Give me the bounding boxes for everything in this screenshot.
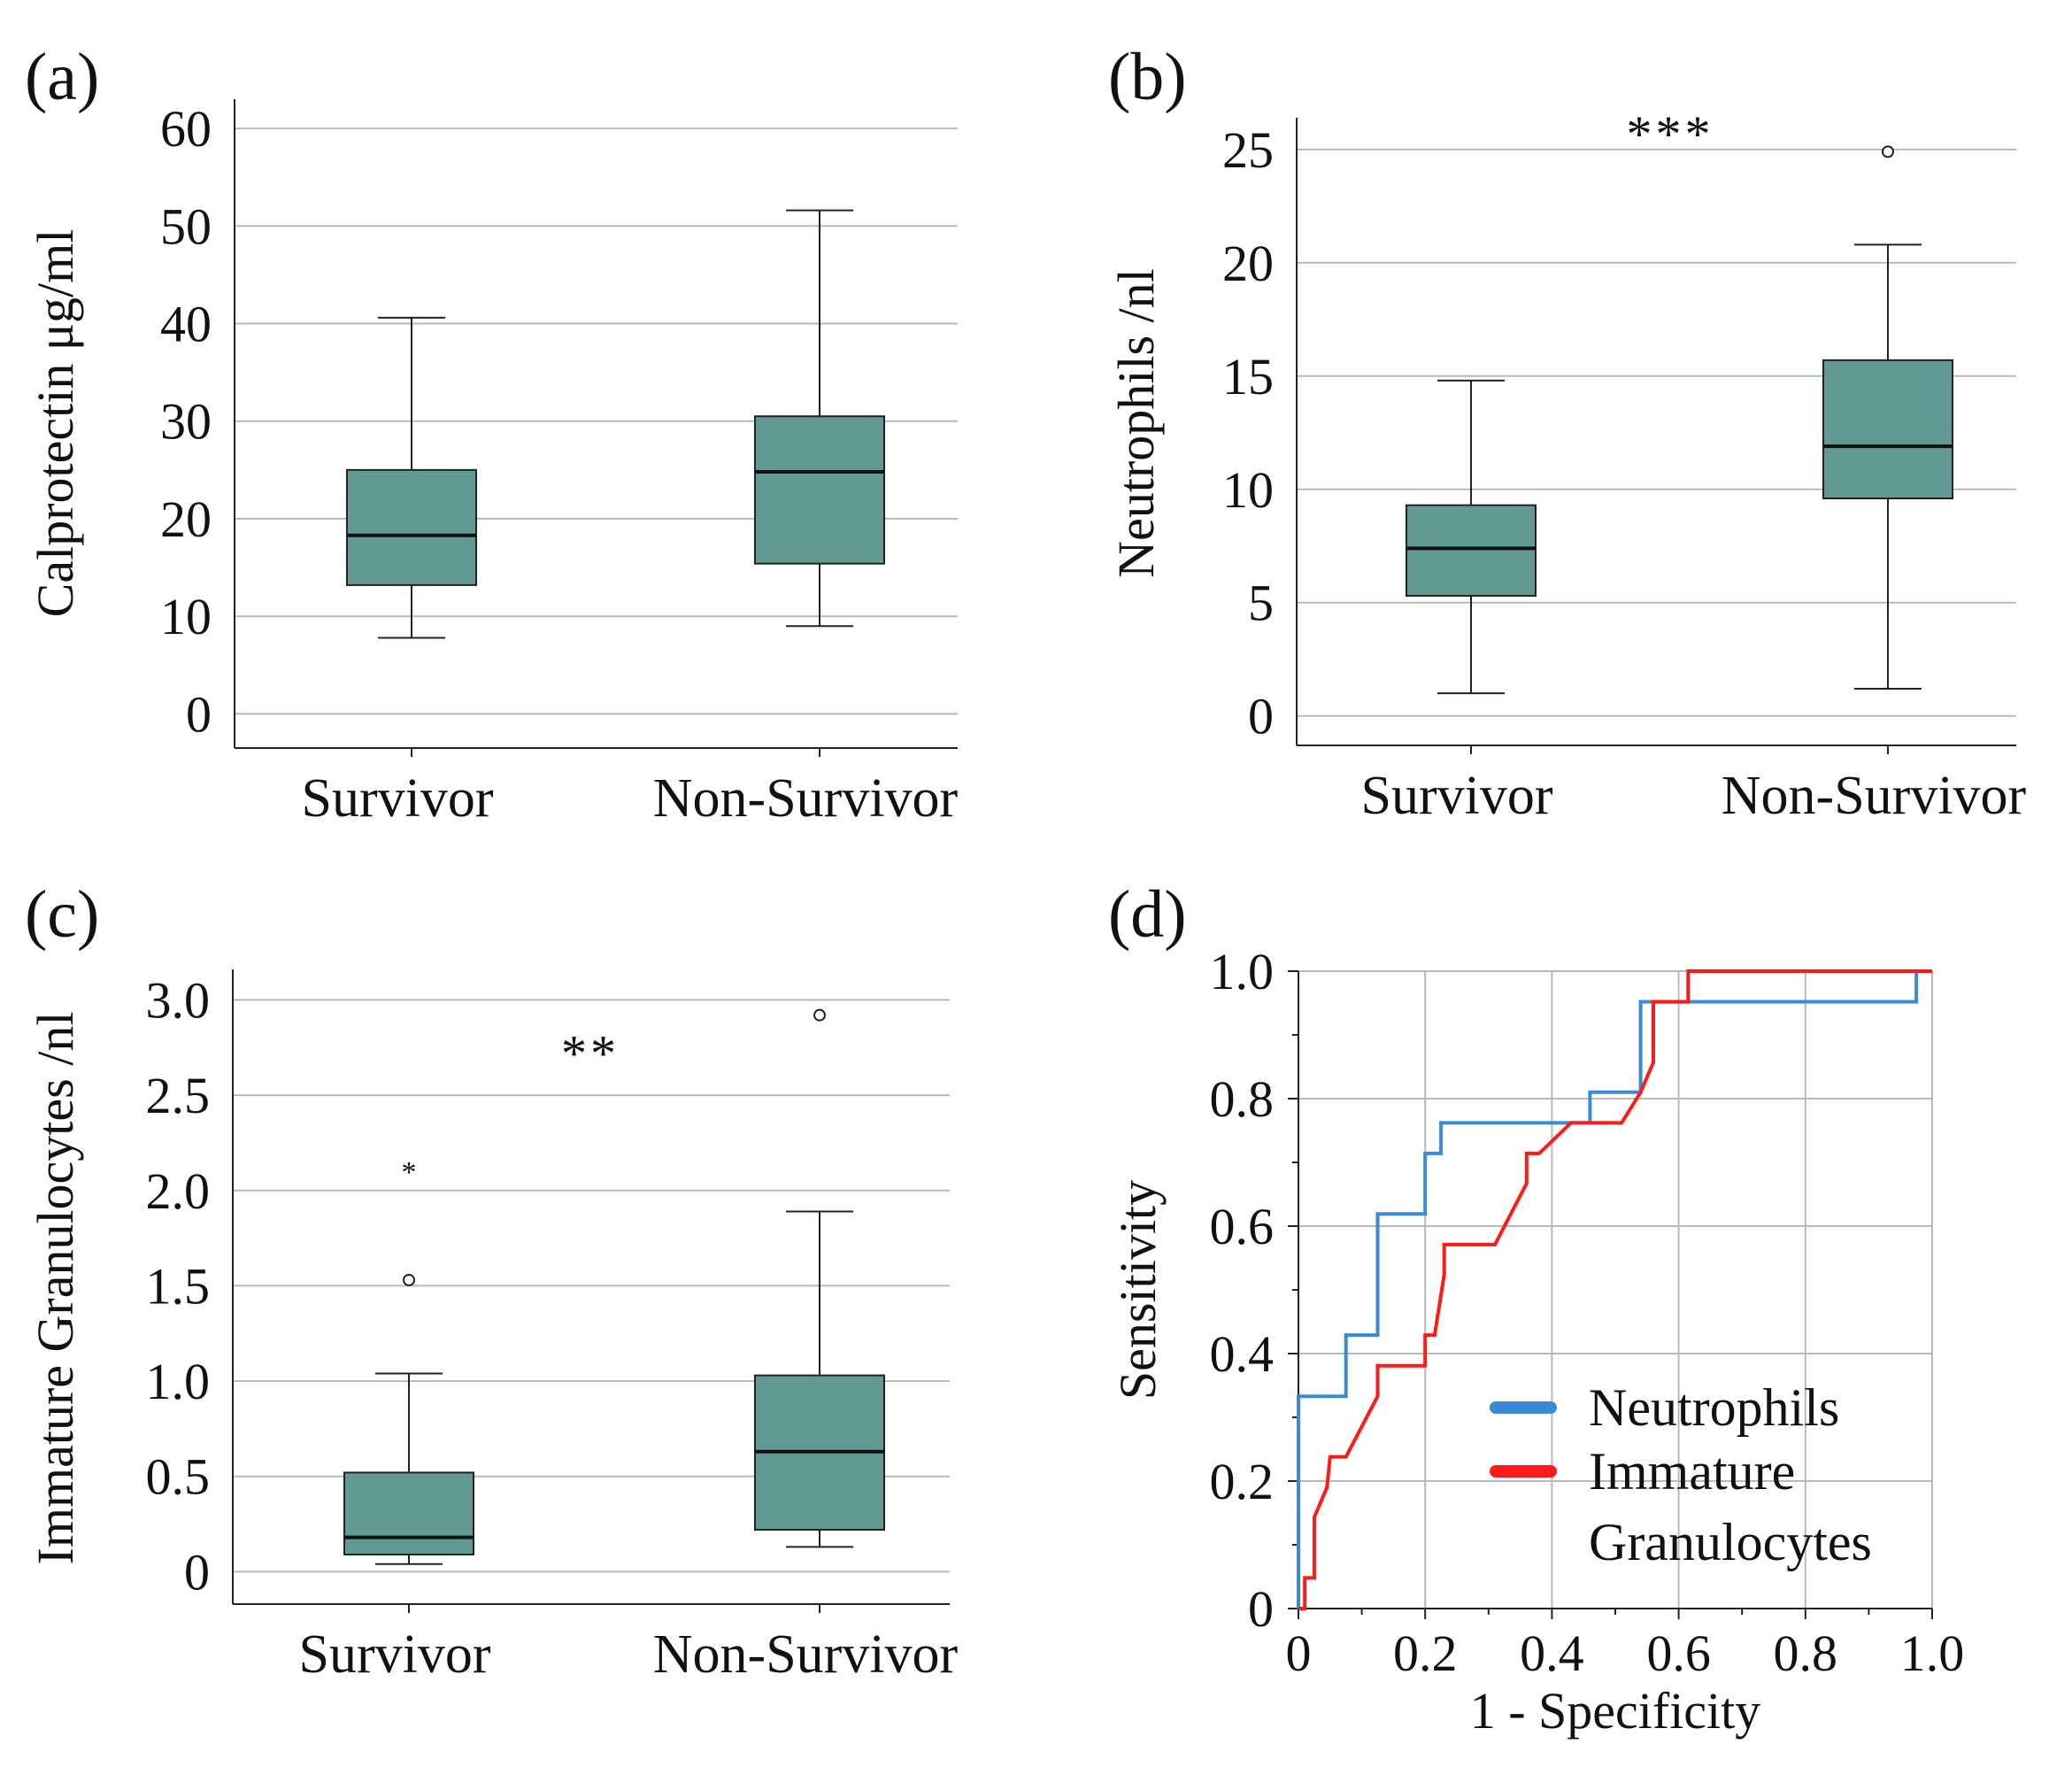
x-tick-label-3: 0.6 <box>1646 1624 1711 1682</box>
y-tick-label-1: 0.2 <box>1210 1453 1275 1510</box>
box-iqr-survivor <box>346 468 477 586</box>
y-tick-label-0: 0 <box>184 1543 210 1601</box>
box-iqr-non-survivor <box>754 415 885 565</box>
y-axis-title: Neutrophils /nl <box>1107 268 1165 578</box>
panel-label: (b) <box>1108 40 1187 114</box>
box-iqr-survivor <box>1406 504 1537 598</box>
outlier-point-non-survivor-0 <box>1882 145 1894 158</box>
y-axis-title: Calprotectin μg/ml <box>27 229 84 618</box>
y-tick-label-4: 0.8 <box>1210 1070 1275 1128</box>
roc-curve-immature-granulocytes <box>1298 969 1932 1610</box>
category-label-1: Non-Survivor <box>1722 766 2027 826</box>
category-label-0: Survivor <box>302 768 494 829</box>
x-tick-label-4: 0.8 <box>1774 1624 1838 1682</box>
y-tick-label-6: 3.0 <box>146 971 211 1029</box>
x-axis-title: 1 - Specificity <box>1470 1682 1761 1740</box>
x-tick-label-0: 0 <box>1286 1624 1312 1682</box>
y-tick-label-1: 0.5 <box>146 1448 211 1506</box>
y-tick-label-1: 5 <box>1248 575 1274 632</box>
y-tick-label-2: 20 <box>160 490 212 548</box>
panel-label: (a) <box>25 40 99 114</box>
y-tick-label-4: 40 <box>160 296 212 353</box>
y-tick-label-4: 20 <box>1222 235 1274 292</box>
category-label-1: Non-Survivor <box>653 1624 959 1685</box>
x-tick-label-2: 0.4 <box>1520 1624 1584 1682</box>
y-tick-label-0: 0 <box>186 685 212 743</box>
y-tick-label-2: 1.0 <box>146 1353 211 1410</box>
legend-label-immature-granulocytes-line-1: Granulocytes <box>1589 1513 1872 1571</box>
outlier-point-non-survivor-0 <box>813 1008 826 1022</box>
category-label-1: Non-Survivor <box>653 768 959 829</box>
y-tick-label-3: 0.6 <box>1210 1198 1275 1255</box>
significance-marker-0: *** <box>1627 105 1714 163</box>
y-tick-label-1: 10 <box>160 588 212 645</box>
box-iqr-survivor <box>343 1471 474 1556</box>
panel-d-roc-curve: 0 0.2 0.4 0.6 0.8 1.0 0 0.2 0.4 0.6 0.8 1.0 Neutroph… <box>1108 877 1964 1740</box>
y-tick-label-2: 10 <box>1222 461 1274 519</box>
panel-a-calprotectin-boxplot: 0 10 20 30 40 50 60 Survivor Non-Survivor Calprot… <box>25 40 959 829</box>
y-tick-label-5: 25 <box>1222 121 1274 179</box>
x-tick-label-1: 0.2 <box>1393 1624 1458 1682</box>
panel-label: (c) <box>25 877 99 952</box>
y-axis-title: Immature Granulocytes /nl <box>27 1012 84 1565</box>
panel-c-immature-granulocytes-boxplot: 0 0.5 1.0 1.5 2.0 2.5 3.0 Survivor Non-Survivor *… <box>25 877 959 1685</box>
panel-b-neutrophils-boxplot: 0 5 10 15 20 25 Survivor Non-Survivor *** Neutrop… <box>1107 40 2027 826</box>
y-tick-label-5: 2.5 <box>146 1067 211 1124</box>
y-tick-label-2: 0.4 <box>1210 1325 1275 1383</box>
legend-label-immature-granulocytes-line-0: Immature <box>1589 1442 1795 1501</box>
significance-marker-0: ** <box>561 1025 620 1083</box>
y-tick-label-0: 0 <box>1248 688 1274 745</box>
y-tick-label-3: 15 <box>1222 348 1274 405</box>
extreme-point-survivor-0: * <box>402 1156 417 1189</box>
category-label-0: Survivor <box>299 1624 491 1685</box>
panel-label: (d) <box>1108 877 1187 952</box>
box-iqr-non-survivor <box>1822 359 1953 500</box>
y-tick-label-4: 2.0 <box>146 1162 211 1220</box>
category-label-0: Survivor <box>1361 766 1553 826</box>
y-tick-label-5: 50 <box>160 197 212 255</box>
roc-curve-neutrophils <box>1297 969 1932 1609</box>
x-tick-label-5: 1.0 <box>1900 1624 1965 1682</box>
y-tick-label-5: 1.0 <box>1210 943 1275 1000</box>
outlier-point-survivor-0 <box>403 1273 415 1286</box>
y-tick-label-0: 0 <box>1248 1580 1274 1638</box>
y-axis-title: Sensitivity <box>1109 1180 1167 1400</box>
y-tick-label-6: 60 <box>160 100 212 158</box>
y-tick-label-3: 30 <box>160 393 212 451</box>
legend-label-neutrophils-line-0: Neutrophils <box>1589 1378 1839 1437</box>
y-tick-label-3: 1.5 <box>146 1257 211 1315</box>
